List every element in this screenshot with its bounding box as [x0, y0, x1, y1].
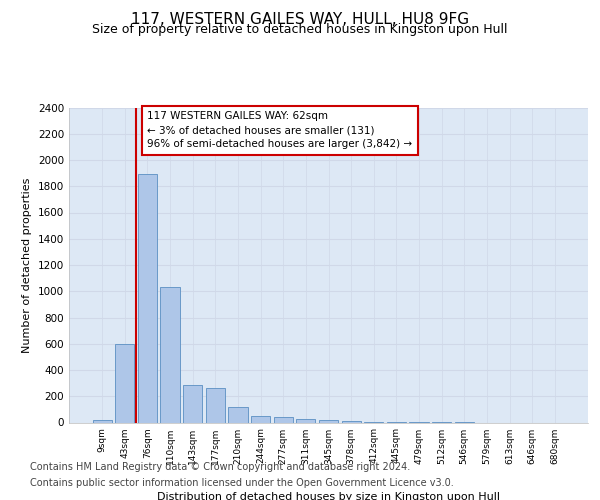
Bar — [183, 385, 202, 422]
Bar — [115, 344, 134, 422]
Bar — [160, 288, 180, 422]
Text: 117, WESTERN GAILES WAY, HULL, HU8 9FG: 117, WESTERN GAILES WAY, HULL, HU8 9FG — [131, 12, 469, 28]
Bar — [92, 420, 112, 422]
Bar — [206, 388, 225, 422]
Bar — [319, 420, 338, 422]
Bar — [251, 416, 270, 422]
Text: Size of property relative to detached houses in Kingston upon Hull: Size of property relative to detached ho… — [92, 22, 508, 36]
Bar — [274, 416, 293, 422]
Bar — [229, 407, 248, 422]
Bar — [138, 174, 157, 422]
Bar — [296, 418, 316, 422]
Text: Contains HM Land Registry data © Crown copyright and database right 2024.: Contains HM Land Registry data © Crown c… — [30, 462, 410, 472]
Text: Distribution of detached houses by size in Kingston upon Hull: Distribution of detached houses by size … — [157, 492, 500, 500]
Text: 117 WESTERN GAILES WAY: 62sqm
← 3% of detached houses are smaller (131)
96% of s: 117 WESTERN GAILES WAY: 62sqm ← 3% of de… — [148, 112, 413, 150]
Bar — [341, 421, 361, 422]
Text: Contains public sector information licensed under the Open Government Licence v3: Contains public sector information licen… — [30, 478, 454, 488]
Y-axis label: Number of detached properties: Number of detached properties — [22, 178, 32, 352]
